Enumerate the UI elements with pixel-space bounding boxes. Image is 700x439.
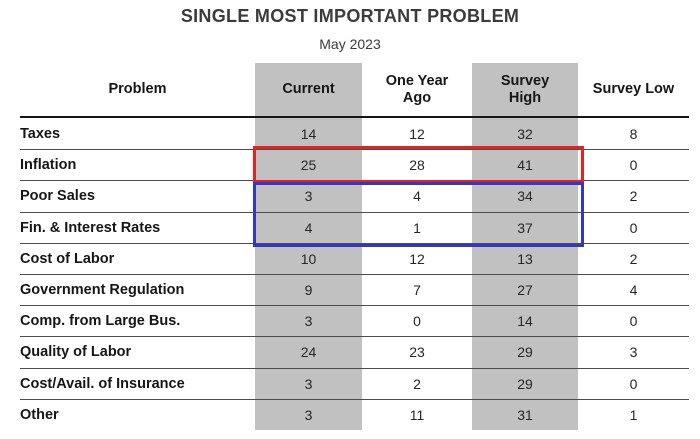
cell-one-year-ago: 0 <box>413 313 421 330</box>
cell-current: 3 <box>255 306 362 337</box>
table-row-fin-interest-rates: Fin. & Interest Rates 4 1 37 0 <box>20 211 689 243</box>
table-header-row: Problem Current One Year Ago Survey High… <box>20 63 689 118</box>
cell-one-year-ago: 28 <box>409 157 425 174</box>
cell-survey-high: 14 <box>472 306 578 337</box>
cell-one-year-ago: 12 <box>409 125 425 142</box>
cell-one-year-ago: 7 <box>413 282 421 299</box>
cell-survey-high: 31 <box>472 399 578 430</box>
table-row-taxes: Taxes 14 12 32 8 <box>20 118 689 150</box>
cell-survey-high: 37 <box>472 212 578 243</box>
cell-one-year-ago: 23 <box>409 344 425 361</box>
row-label: Poor Sales <box>20 188 95 205</box>
cell-one-year-ago: 11 <box>409 406 425 423</box>
cell-current: 9 <box>255 274 362 306</box>
column-header-problem: Problem <box>108 81 167 97</box>
row-label: Quality of Labor <box>20 344 132 361</box>
cell-survey-high: 32 <box>472 118 578 150</box>
row-label: Comp. from Large Bus. <box>20 313 181 330</box>
column-header-one-year-ago: One Year Ago <box>385 72 449 106</box>
cell-survey-low: 2 <box>629 188 638 205</box>
table-row-quality-of-labor: Quality of Labor 24 23 29 3 <box>20 336 689 368</box>
cell-one-year-ago: 12 <box>409 250 425 267</box>
table-row-inflation: Inflation 25 28 41 0 <box>20 149 689 181</box>
cell-current: 3 <box>255 399 362 430</box>
cell-current: 4 <box>255 212 362 243</box>
row-label: Cost/Avail. of Insurance <box>20 375 185 392</box>
report-date: May 2023 <box>319 36 381 52</box>
cell-one-year-ago: 4 <box>413 188 421 205</box>
column-header-current: Current <box>255 63 362 116</box>
row-label: Other <box>20 406 59 423</box>
page-title: SINGLE MOST IMPORTANT PROBLEM <box>180 6 520 26</box>
table-row-poor-sales: Poor Sales 3 4 34 2 <box>20 180 689 212</box>
cell-survey-high: 27 <box>472 274 578 306</box>
row-label: Fin. & Interest Rates <box>20 219 161 236</box>
table-row-other: Other 3 11 31 1 <box>20 398 689 430</box>
cell-survey-low: 0 <box>629 313 638 330</box>
cell-survey-low: 3 <box>629 344 638 361</box>
cell-survey-low: 2 <box>629 250 638 267</box>
cell-current: 25 <box>255 150 362 181</box>
cell-survey-high: 13 <box>472 243 578 274</box>
row-label: Government Regulation <box>20 282 185 299</box>
cell-survey-low: 0 <box>629 157 638 174</box>
cell-survey-low: 0 <box>629 375 638 392</box>
row-label: Cost of Labor <box>20 250 115 267</box>
cell-one-year-ago: 2 <box>413 375 421 392</box>
row-label: Inflation <box>20 157 77 174</box>
table-row-cost-of-labor: Cost of Labor 10 12 13 2 <box>20 242 689 274</box>
cell-survey-low: 8 <box>629 125 638 142</box>
column-header-survey-low: Survey Low <box>592 81 675 97</box>
column-header-survey-high: Survey High <box>472 63 578 116</box>
cell-current: 24 <box>255 337 362 368</box>
cell-survey-low: 0 <box>629 219 638 236</box>
cell-current: 10 <box>255 243 362 274</box>
problem-table: Problem Current One Year Ago Survey High… <box>20 63 689 430</box>
cell-survey-high: 41 <box>472 150 578 181</box>
cell-survey-low: 4 <box>629 282 638 299</box>
cell-survey-high: 29 <box>472 337 578 368</box>
cell-survey-low: 1 <box>629 406 638 423</box>
table-row-comp-from-large-bus: Comp. from Large Bus. 3 0 14 0 <box>20 305 689 337</box>
cell-current: 3 <box>255 181 362 212</box>
cell-survey-high: 34 <box>472 181 578 212</box>
cell-current: 14 <box>255 118 362 150</box>
cell-one-year-ago: 1 <box>413 219 421 236</box>
table-row-government-regulation: Government Regulation 9 7 27 4 <box>20 273 689 306</box>
cell-current: 3 <box>255 368 362 399</box>
table-row-cost-avail-of-insurance: Cost/Avail. of Insurance 3 2 29 0 <box>20 367 689 399</box>
row-label: Taxes <box>20 125 61 142</box>
cell-survey-high: 29 <box>472 368 578 399</box>
